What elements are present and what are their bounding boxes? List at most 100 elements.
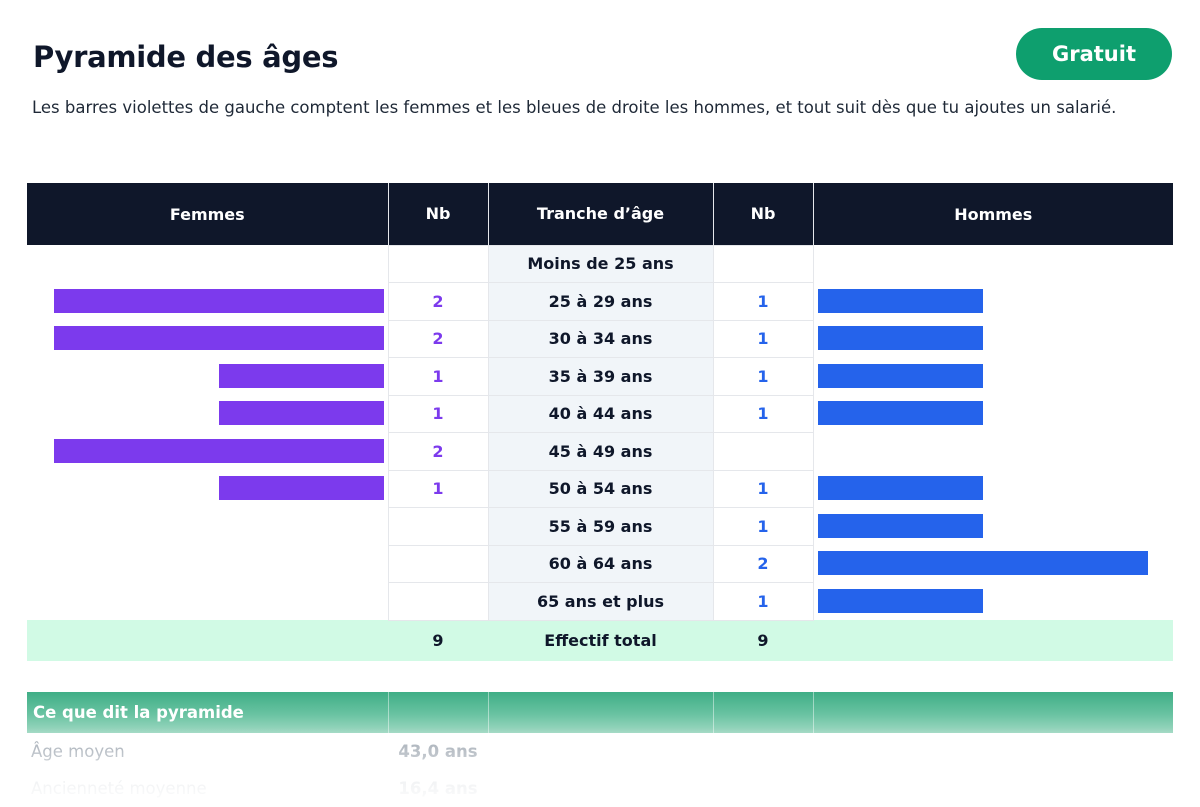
age-bands: Moins de 25 ans 2 25 à 29 ans 1 2 30 à 34 ans… — [27, 244, 1173, 621]
women-bar — [53, 326, 384, 350]
column-header-women: Femmes — [27, 183, 388, 245]
men-bar — [817, 551, 1148, 575]
table-row: 1 50 à 54 ans 1 — [27, 469, 1173, 508]
men-count: 1 — [712, 582, 814, 621]
women-bar — [218, 401, 384, 425]
age-band-label: 40 à 44 ans — [488, 394, 713, 433]
table-row: 1 40 à 44 ans 1 — [27, 394, 1173, 433]
age-band-label: 35 à 39 ans — [488, 357, 713, 396]
men-bar-cell — [812, 395, 1173, 433]
men-bar-cell — [812, 357, 1173, 395]
women-bar — [218, 363, 384, 388]
women-bar-cell — [27, 583, 388, 621]
women-bar-cell — [27, 545, 388, 583]
table-row: 2 25 à 29 ans 1 — [27, 282, 1173, 321]
men-count: 1 — [712, 507, 814, 546]
table-row: Moins de 25 ans — [27, 244, 1173, 283]
women-count: 1 — [387, 394, 489, 433]
women-bar-cell — [27, 358, 388, 396]
free-badge-button[interactable]: Gratuit — [1016, 28, 1172, 80]
women-bar-cell — [27, 245, 388, 283]
men-bar-cell — [812, 245, 1173, 283]
summary-title: Ce que dit la pyramide — [27, 692, 388, 733]
men-bar-cell — [812, 545, 1173, 583]
women-bar-cell — [27, 395, 388, 433]
men-bar — [817, 476, 983, 500]
women-bar — [53, 288, 384, 313]
men-bar — [817, 326, 983, 350]
total-women-bar-cell — [27, 620, 388, 661]
men-count: 1 — [712, 319, 814, 358]
age-band-label: 30 à 34 ans — [488, 319, 713, 358]
summary-header-cell — [812, 692, 1173, 733]
table-header-row: Femmes Nb Tranche d’âge Nb Hommes — [27, 183, 1173, 245]
women-bar-cell — [27, 508, 388, 546]
women-count: 1 — [387, 469, 489, 508]
men-bar — [817, 288, 983, 313]
men-bar-cell — [812, 432, 1173, 470]
men-count — [712, 244, 814, 283]
table-row: 65 ans et plus 1 — [27, 582, 1173, 621]
age-band-label: 65 ans et plus — [488, 582, 713, 621]
men-count: 1 — [712, 282, 814, 321]
summary-table: Ce que dit la pyramide Âge moyen 43,0 an… — [27, 692, 1173, 807]
women-bar-cell — [27, 470, 388, 508]
women-bar-cell — [27, 433, 388, 471]
women-bar-cell — [27, 283, 388, 321]
table-row: 55 à 59 ans 1 — [27, 507, 1173, 546]
men-bar-cell — [812, 320, 1173, 358]
men-count — [712, 432, 814, 471]
summary-label: Ancienneté moyenne — [31, 779, 207, 798]
total-women-count: 9 — [388, 620, 488, 661]
page-subtitle: Les barres violettes de gauche comptent … — [32, 98, 1117, 117]
column-header-age: Tranche d’âge — [487, 183, 713, 245]
summary-label: Âge moyen — [31, 742, 125, 761]
women-count: 2 — [387, 319, 489, 358]
summary-header-cell — [387, 692, 488, 733]
men-count: 1 — [712, 469, 814, 508]
men-bar — [817, 588, 983, 613]
column-header-nb-women: Nb — [387, 183, 488, 245]
table-row: 2 30 à 34 ans 1 — [27, 319, 1173, 358]
summary-row-average-age: Âge moyen 43,0 ans — [27, 733, 1173, 770]
men-bar-cell — [812, 507, 1173, 545]
total-label: Effectif total — [488, 620, 713, 661]
women-count: 2 — [387, 432, 489, 471]
summary-value: 16,4 ans — [398, 779, 478, 798]
men-bar-cell — [812, 582, 1173, 620]
men-bar-cell — [812, 470, 1173, 508]
women-count: 1 — [387, 357, 489, 396]
men-count: 1 — [712, 357, 814, 396]
men-count: 2 — [712, 544, 814, 583]
summary-header-cell — [487, 692, 713, 733]
women-bar-cell — [27, 320, 388, 358]
women-count — [387, 582, 489, 621]
summary-row-average-seniority: Ancienneté moyenne 16,4 ans — [27, 770, 1173, 807]
age-pyramid-table: Femmes Nb Tranche d’âge Nb Hommes Moins … — [27, 183, 1173, 661]
summary-header-cell — [712, 692, 813, 733]
summary-value: 43,0 ans — [398, 742, 478, 761]
summary-header-row: Ce que dit la pyramide — [27, 692, 1173, 733]
column-header-nb-men: Nb — [712, 183, 813, 245]
age-band-label: 50 à 54 ans — [488, 469, 713, 508]
age-band-label: 60 à 64 ans — [488, 544, 713, 583]
page-title: Pyramide des âges — [33, 40, 339, 74]
age-band-label: 55 à 59 ans — [488, 507, 713, 546]
men-bar — [817, 363, 983, 388]
women-bar — [53, 438, 384, 463]
men-bar — [817, 513, 983, 538]
table-row: 1 35 à 39 ans 1 — [27, 357, 1173, 396]
total-men-count: 9 — [713, 620, 813, 661]
women-bar — [218, 476, 384, 500]
age-band-label: 45 à 49 ans — [488, 432, 713, 471]
table-row: 60 à 64 ans 2 — [27, 544, 1173, 583]
total-men-bar-cell — [813, 620, 1173, 661]
age-band-label: 25 à 29 ans — [488, 282, 713, 321]
women-count — [387, 244, 489, 283]
total-row: 9 Effectif total 9 — [27, 620, 1173, 661]
women-count: 2 — [387, 282, 489, 321]
women-count — [387, 544, 489, 583]
table-row: 2 45 à 49 ans — [27, 432, 1173, 471]
age-band-label: Moins de 25 ans — [488, 244, 713, 283]
men-bar-cell — [812, 282, 1173, 320]
